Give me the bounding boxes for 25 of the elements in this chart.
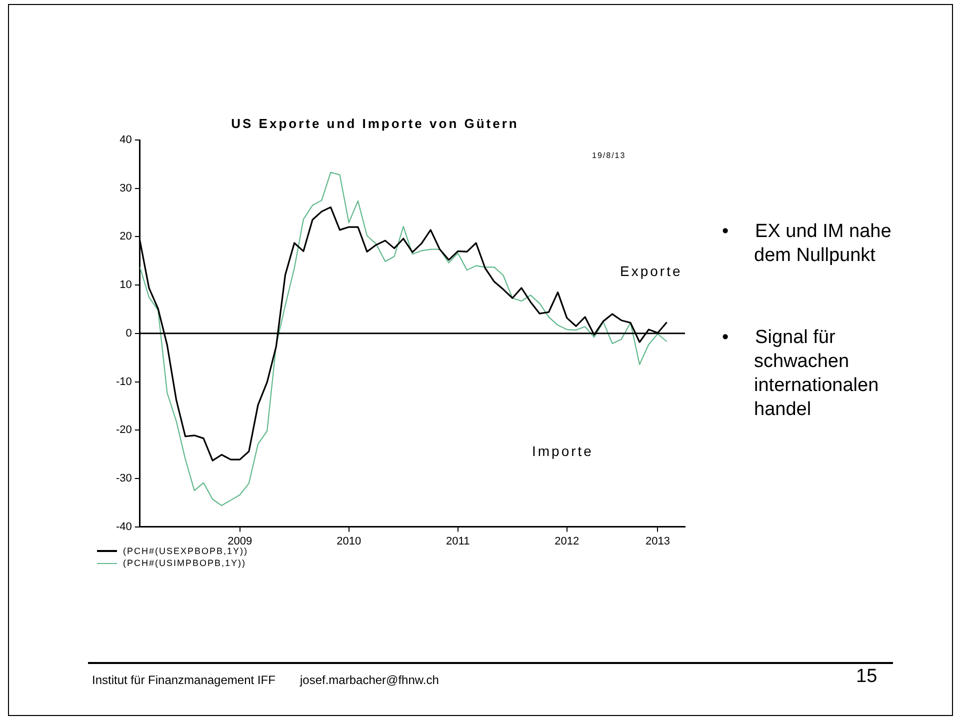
x-tick-label: 2010 — [336, 535, 362, 548]
text: • Signal für schwachen internationalen handel — [722, 326, 880, 422]
legend-label: (PCH#(USIMPBOPB,1Y)) — [123, 558, 246, 568]
text: • EX und IM nahe dem Nullpunkt — [722, 220, 892, 268]
y-tick-label: -20 — [116, 424, 132, 436]
chart-title: US Exporte und Importe von Gütern — [230, 116, 520, 131]
annotation: 19/8/13 — [592, 151, 626, 160]
y-tick-label: -10 — [116, 376, 132, 388]
x-tick-label: 2009 — [228, 535, 252, 548]
y-tick-label: -40 — [116, 520, 132, 533]
x-tick-label: 2012 — [554, 535, 580, 548]
y-tick-label: 20 — [120, 230, 132, 243]
y-tick-label: 10 — [120, 279, 132, 292]
y-tick-label: 30 — [120, 182, 132, 194]
x-tick-label: 2011 — [446, 535, 470, 548]
text: 15 — [856, 666, 878, 688]
text: Institut für Finanzmanagement IFF — [92, 673, 276, 687]
y-tick-label: 0 — [126, 327, 132, 340]
annotation: Exporte — [620, 263, 682, 279]
y-tick-label: -30 — [116, 472, 132, 484]
text: josef.marbacher@fhnw.ch — [300, 673, 439, 687]
x-tick-label: 2013 — [646, 535, 670, 548]
annotation: Importe — [532, 443, 594, 459]
y-tick-label: 40 — [120, 134, 132, 146]
legend-label: (PCH#(USEXPBOPB,1Y)) — [123, 546, 248, 556]
